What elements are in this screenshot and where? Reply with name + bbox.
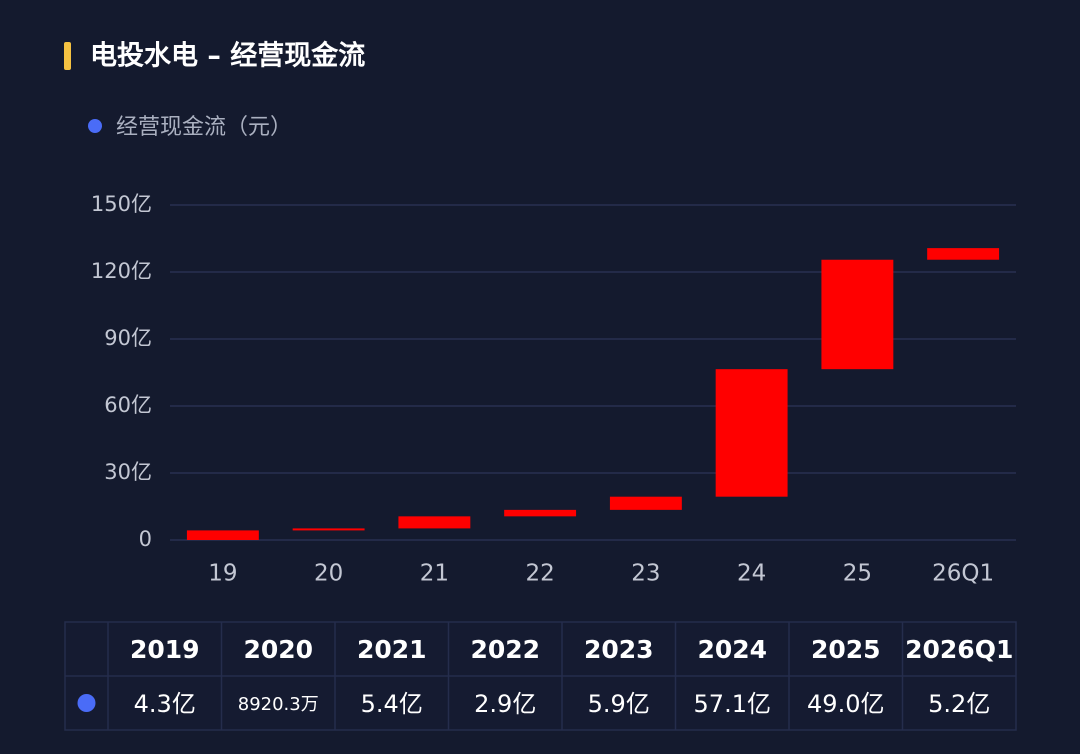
table-header: 2025 [811, 635, 881, 664]
table-value: 49.0亿 [807, 690, 884, 718]
table-header: 2021 [357, 635, 427, 664]
table-value: 57.1亿 [694, 690, 771, 718]
x-tick-label: 21 [420, 561, 449, 587]
x-tick-label: 20 [314, 561, 343, 587]
y-tick-label: 60亿 [104, 393, 152, 417]
y-tick-label: 150亿 [91, 192, 152, 216]
legend-marker [88, 119, 102, 133]
bar [821, 259, 894, 370]
table-value: 2.9亿 [474, 690, 536, 718]
chart-title: 电投水电 – 经营现金流 [90, 40, 365, 72]
bar [186, 530, 259, 540]
table-value: 5.9亿 [588, 690, 650, 718]
bar [715, 369, 788, 497]
table-value: 4.3亿 [134, 690, 196, 718]
y-tick-label: 0 [139, 527, 152, 551]
bar [292, 528, 365, 531]
table-value: 5.4亿 [361, 690, 423, 718]
table-marker [77, 694, 96, 712]
bar [398, 516, 471, 529]
table-header: 2019 [130, 635, 200, 664]
title-accent [64, 42, 71, 70]
table-header: 2022 [470, 635, 540, 664]
y-tick-label: 90亿 [104, 326, 152, 350]
table-header: 2026Q1 [905, 635, 1013, 664]
x-tick-label: 25 [843, 561, 872, 587]
x-tick-label: 24 [737, 561, 766, 587]
bar [504, 509, 577, 517]
table-value: 8920.3万 [238, 694, 319, 715]
legend-label: 经营现金流（元） [116, 115, 292, 140]
x-tick-label: 22 [525, 561, 554, 587]
table-header: 2020 [243, 635, 313, 664]
x-tick-label: 19 [208, 561, 237, 587]
table-header: 2023 [584, 635, 654, 664]
x-tick-label: 23 [631, 561, 660, 587]
table-header: 2024 [697, 635, 767, 664]
table-value: 5.2亿 [928, 690, 990, 718]
y-tick-label: 30亿 [104, 460, 152, 484]
y-tick-label: 120亿 [91, 259, 152, 283]
bar [609, 496, 682, 510]
bar [927, 248, 1000, 260]
x-tick-label: 26Q1 [932, 561, 994, 587]
